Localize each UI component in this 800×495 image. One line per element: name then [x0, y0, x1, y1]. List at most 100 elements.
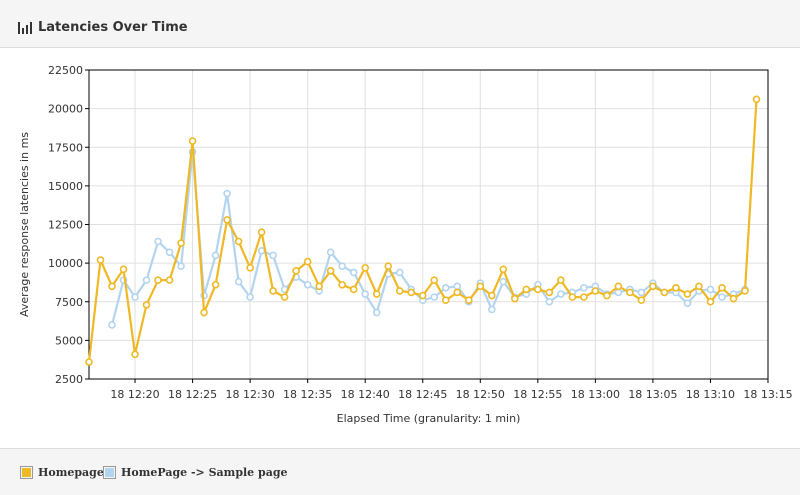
- data-point-homepage[interactable]: [660, 288, 669, 297]
- data-point-homepage[interactable]: [269, 287, 277, 295]
- data-point-homepage[interactable]: [177, 239, 185, 247]
- data-point-sample-page[interactable]: [234, 277, 243, 286]
- data-point-sample-page[interactable]: [326, 248, 335, 257]
- data-point-homepage[interactable]: [131, 350, 139, 359]
- data-point-homepage[interactable]: [165, 276, 174, 284]
- data-point-sample-page[interactable]: [545, 297, 554, 306]
- data-point-homepage[interactable]: [499, 265, 508, 274]
- data-point-sample-page[interactable]: [637, 288, 646, 297]
- data-point-homepage[interactable]: [453, 288, 462, 297]
- data-point-homepage[interactable]: [326, 267, 335, 275]
- data-point-sample-page[interactable]: [372, 308, 381, 317]
- data-point-homepage[interactable]: [729, 294, 738, 303]
- legend: Homepage HomePage -> Sample page: [0, 448, 800, 495]
- data-point-homepage[interactable]: [407, 288, 416, 297]
- data-point-homepage[interactable]: [741, 287, 749, 295]
- data-point-homepage[interactable]: [649, 282, 657, 291]
- data-point-sample-page[interactable]: [349, 268, 358, 277]
- x-tick-label: 18 13:10: [686, 388, 735, 401]
- data-point-sample-page[interactable]: [557, 290, 565, 298]
- y-tick-label: 5000: [55, 334, 83, 347]
- x-tick-label: 18 13:00: [571, 388, 620, 401]
- data-point-homepage[interactable]: [752, 95, 761, 104]
- data-point-homepage[interactable]: [223, 216, 231, 224]
- data-point-homepage[interactable]: [603, 291, 611, 300]
- data-point-sample-page[interactable]: [580, 284, 588, 292]
- data-point-homepage[interactable]: [85, 358, 93, 366]
- data-point-homepage[interactable]: [234, 237, 243, 246]
- data-point-homepage[interactable]: [349, 285, 358, 294]
- data-point-sample-page[interactable]: [499, 277, 508, 286]
- data-point-homepage[interactable]: [557, 276, 565, 284]
- data-point-sample-page[interactable]: [487, 305, 496, 314]
- data-point-sample-page[interactable]: [211, 251, 220, 260]
- data-point-sample-page[interactable]: [361, 290, 370, 298]
- data-point-sample-page[interactable]: [154, 237, 162, 246]
- data-point-homepage[interactable]: [361, 263, 370, 272]
- data-point-sample-page[interactable]: [430, 293, 439, 301]
- data-point-sample-page[interactable]: [453, 282, 462, 291]
- data-point-homepage[interactable]: [545, 288, 554, 297]
- data-point-sample-page[interactable]: [441, 284, 450, 292]
- data-point-homepage[interactable]: [280, 293, 289, 301]
- data-point-sample-page[interactable]: [142, 276, 151, 284]
- data-point-sample-page[interactable]: [338, 262, 346, 271]
- data-point-homepage[interactable]: [534, 285, 542, 294]
- data-point-sample-page[interactable]: [395, 268, 404, 277]
- data-point-homepage[interactable]: [430, 276, 439, 284]
- data-point-homepage[interactable]: [108, 282, 116, 291]
- data-point-homepage[interactable]: [511, 294, 519, 303]
- data-point-homepage[interactable]: [188, 137, 197, 145]
- data-point-sample-page[interactable]: [718, 293, 726, 301]
- data-point-homepage[interactable]: [200, 308, 208, 317]
- data-point-sample-page[interactable]: [223, 189, 231, 198]
- data-point-homepage[interactable]: [476, 282, 485, 291]
- data-point-sample-page[interactable]: [269, 251, 277, 260]
- data-point-homepage[interactable]: [119, 265, 128, 274]
- series-line-sample-page: [110, 150, 746, 326]
- data-point-sample-page[interactable]: [614, 288, 623, 297]
- data-point-homepage[interactable]: [154, 276, 162, 284]
- data-point-sample-page[interactable]: [303, 280, 312, 289]
- y-tick-label: 10000: [48, 257, 83, 270]
- data-point-sample-page[interactable]: [108, 321, 116, 329]
- data-point-homepage[interactable]: [487, 291, 496, 300]
- data-point-homepage[interactable]: [142, 301, 151, 309]
- data-point-homepage[interactable]: [464, 296, 473, 305]
- data-point-homepage[interactable]: [683, 290, 692, 298]
- data-point-homepage[interactable]: [418, 291, 427, 300]
- data-point-sample-page[interactable]: [131, 293, 139, 301]
- data-point-sample-page[interactable]: [246, 293, 254, 301]
- data-point-homepage[interactable]: [441, 296, 450, 305]
- data-point-homepage[interactable]: [522, 285, 531, 294]
- data-point-homepage[interactable]: [591, 287, 600, 295]
- data-point-homepage[interactable]: [315, 282, 323, 291]
- data-point-sample-page[interactable]: [165, 248, 174, 257]
- data-point-homepage[interactable]: [718, 284, 726, 292]
- data-point-homepage[interactable]: [96, 256, 105, 264]
- data-point-homepage[interactable]: [706, 297, 715, 306]
- data-point-homepage[interactable]: [338, 280, 346, 289]
- data-point-homepage[interactable]: [257, 228, 266, 237]
- data-point-homepage[interactable]: [211, 280, 220, 289]
- data-point-homepage[interactable]: [303, 257, 312, 266]
- data-point-homepage[interactable]: [246, 263, 254, 272]
- data-point-homepage[interactable]: [568, 293, 577, 301]
- data-point-sample-page[interactable]: [683, 299, 692, 308]
- y-tick-label: 22500: [48, 64, 83, 77]
- data-point-homepage[interactable]: [637, 296, 646, 305]
- x-tick-label: 18 13:05: [628, 388, 677, 401]
- data-point-homepage[interactable]: [614, 282, 623, 291]
- data-point-homepage[interactable]: [395, 287, 404, 295]
- data-point-homepage[interactable]: [372, 290, 381, 298]
- data-point-homepage[interactable]: [292, 267, 300, 275]
- data-point-homepage[interactable]: [695, 282, 703, 291]
- x-axis-title: Elapsed Time (granularity: 1 min): [337, 412, 521, 425]
- data-point-homepage[interactable]: [384, 262, 393, 271]
- data-point-sample-page[interactable]: [706, 285, 715, 294]
- data-point-homepage[interactable]: [672, 284, 680, 292]
- y-axis: 2500 5000 7500 10000 12500 15000 17500 20000 225…: [48, 64, 89, 386]
- data-point-homepage[interactable]: [626, 288, 634, 297]
- data-point-sample-page[interactable]: [177, 262, 185, 271]
- data-point-homepage[interactable]: [580, 293, 588, 301]
